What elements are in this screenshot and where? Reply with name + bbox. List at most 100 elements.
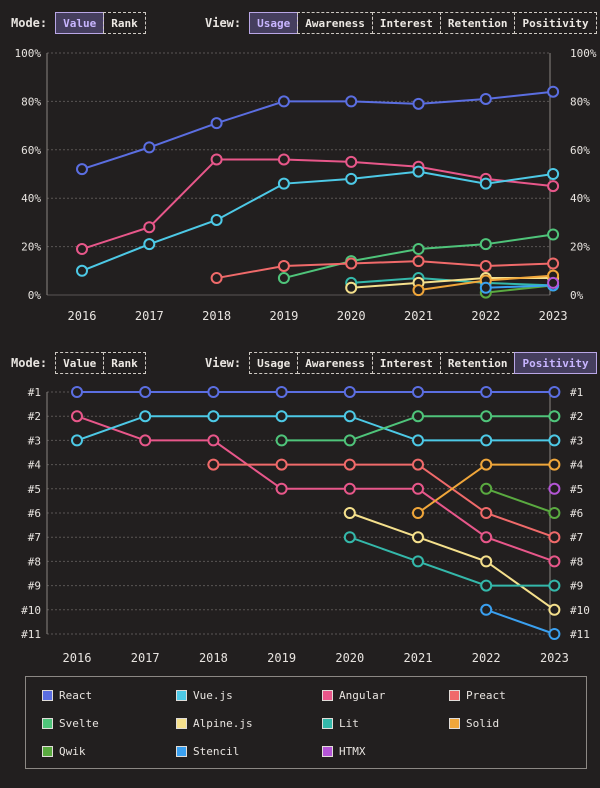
point-qwik[interactable] xyxy=(480,482,493,495)
legend-item-alpine-js[interactable]: Alpine.js xyxy=(176,717,253,730)
point-lit[interactable] xyxy=(548,579,561,592)
point-react[interactable] xyxy=(345,95,358,108)
point-svelte[interactable] xyxy=(548,410,561,423)
point-svelte[interactable] xyxy=(277,272,290,285)
bottom-mode-rank-button[interactable]: Rank xyxy=(103,352,146,374)
bottom-view-retention-button[interactable]: Retention xyxy=(439,352,516,374)
point-svelte[interactable] xyxy=(547,228,560,241)
point-vue-js[interactable] xyxy=(275,410,288,423)
point-react[interactable] xyxy=(210,117,223,130)
bottom-view-awareness-button[interactable]: Awareness xyxy=(297,352,373,374)
point-lit[interactable] xyxy=(480,579,493,592)
point-react[interactable] xyxy=(480,386,493,398)
legend-item-react[interactable]: React xyxy=(42,689,92,702)
point-react[interactable] xyxy=(277,95,290,108)
top-view-usage-button[interactable]: Usage xyxy=(249,12,299,34)
point-angular[interactable] xyxy=(277,153,290,166)
point-preact[interactable] xyxy=(277,259,290,272)
legend-item-svelte[interactable]: Svelte xyxy=(42,717,99,730)
point-vue-js[interactable] xyxy=(480,434,493,447)
top-mode-rank-button[interactable]: Rank xyxy=(103,12,146,34)
point-htmx[interactable] xyxy=(547,276,560,289)
point-angular[interactable] xyxy=(139,434,152,447)
point-vue-js[interactable] xyxy=(548,434,561,447)
point-vue-js[interactable] xyxy=(76,264,88,277)
point-svelte[interactable] xyxy=(275,434,288,447)
point-react[interactable] xyxy=(143,141,156,154)
point-alpine-js[interactable] xyxy=(480,555,493,568)
legend-item-angular[interactable]: Angular xyxy=(322,689,385,702)
point-preact[interactable] xyxy=(412,458,424,471)
point-react[interactable] xyxy=(547,85,560,98)
point-svelte[interactable] xyxy=(412,243,425,256)
point-react[interactable] xyxy=(343,386,356,398)
point-preact[interactable] xyxy=(343,458,356,471)
legend-item-vue-js[interactable]: Vue.js xyxy=(176,689,233,702)
point-angular[interactable] xyxy=(71,410,83,423)
point-vue-js[interactable] xyxy=(139,410,152,423)
bottom-mode-value-button[interactable]: Value xyxy=(55,352,105,374)
point-react[interactable] xyxy=(275,386,288,398)
point-react[interactable] xyxy=(207,386,220,398)
point-vue-js[interactable] xyxy=(207,410,220,423)
point-angular[interactable] xyxy=(143,221,156,234)
top-view-awareness-button[interactable]: Awareness xyxy=(297,12,373,34)
point-angular[interactable] xyxy=(412,482,424,495)
point-preact[interactable] xyxy=(412,255,425,268)
point-vue-js[interactable] xyxy=(277,177,290,190)
point-solid[interactable] xyxy=(412,284,425,297)
point-preact[interactable] xyxy=(275,458,288,471)
top-view-retention-button[interactable]: Retention xyxy=(439,12,516,34)
point-vue-js[interactable] xyxy=(143,238,156,251)
point-angular[interactable] xyxy=(343,482,356,495)
point-preact[interactable] xyxy=(345,257,358,270)
point-react[interactable] xyxy=(412,97,425,110)
point-alpine-js[interactable] xyxy=(548,603,561,616)
point-angular[interactable] xyxy=(547,180,560,193)
point-preact[interactable] xyxy=(547,257,560,270)
point-stencil[interactable] xyxy=(548,628,561,640)
point-vue-js[interactable] xyxy=(210,213,223,226)
point-vue-js[interactable] xyxy=(479,177,492,190)
bottom-view-positivity-button[interactable]: Positivity xyxy=(514,352,597,374)
point-preact[interactable] xyxy=(210,272,223,285)
point-lit[interactable] xyxy=(343,531,356,544)
point-react[interactable] xyxy=(548,386,561,398)
point-htmx[interactable] xyxy=(548,482,561,495)
point-angular[interactable] xyxy=(480,531,493,544)
point-svelte[interactable] xyxy=(412,410,424,423)
point-svelte[interactable] xyxy=(343,434,356,447)
point-vue-js[interactable] xyxy=(343,410,356,423)
point-svelte[interactable] xyxy=(480,410,493,423)
legend-item-lit[interactable]: Lit xyxy=(322,717,359,730)
point-angular[interactable] xyxy=(345,155,358,168)
point-angular[interactable] xyxy=(275,482,288,495)
legend-item-preact[interactable]: Preact xyxy=(449,689,506,702)
point-preact[interactable] xyxy=(548,531,561,544)
top-view-positivity-button[interactable]: Positivity xyxy=(514,12,597,34)
point-solid[interactable] xyxy=(412,507,424,519)
point-vue-js[interactable] xyxy=(71,434,83,447)
point-react[interactable] xyxy=(412,386,424,398)
point-vue-js[interactable] xyxy=(345,172,358,185)
top-mode-value-button[interactable]: Value xyxy=(55,12,105,34)
point-preact[interactable] xyxy=(479,259,492,272)
point-alpine-js[interactable] xyxy=(345,281,358,294)
point-lit[interactable] xyxy=(412,555,424,568)
point-angular[interactable] xyxy=(210,153,223,166)
point-angular[interactable] xyxy=(548,555,561,568)
point-react[interactable] xyxy=(479,92,492,105)
point-svelte[interactable] xyxy=(479,238,492,251)
legend-item-htmx[interactable]: HTMX xyxy=(322,745,366,758)
point-vue-js[interactable] xyxy=(412,434,424,447)
point-alpine-js[interactable] xyxy=(412,531,424,544)
point-stencil[interactable] xyxy=(480,603,493,616)
legend-item-solid[interactable]: Solid xyxy=(449,717,499,730)
point-angular[interactable] xyxy=(76,243,88,256)
point-qwik[interactable] xyxy=(548,507,561,519)
point-vue-js[interactable] xyxy=(412,165,425,178)
point-react[interactable] xyxy=(71,386,83,398)
point-vue-js[interactable] xyxy=(547,168,560,180)
legend-item-qwik[interactable]: Qwik xyxy=(42,745,86,758)
point-preact[interactable] xyxy=(207,458,220,471)
